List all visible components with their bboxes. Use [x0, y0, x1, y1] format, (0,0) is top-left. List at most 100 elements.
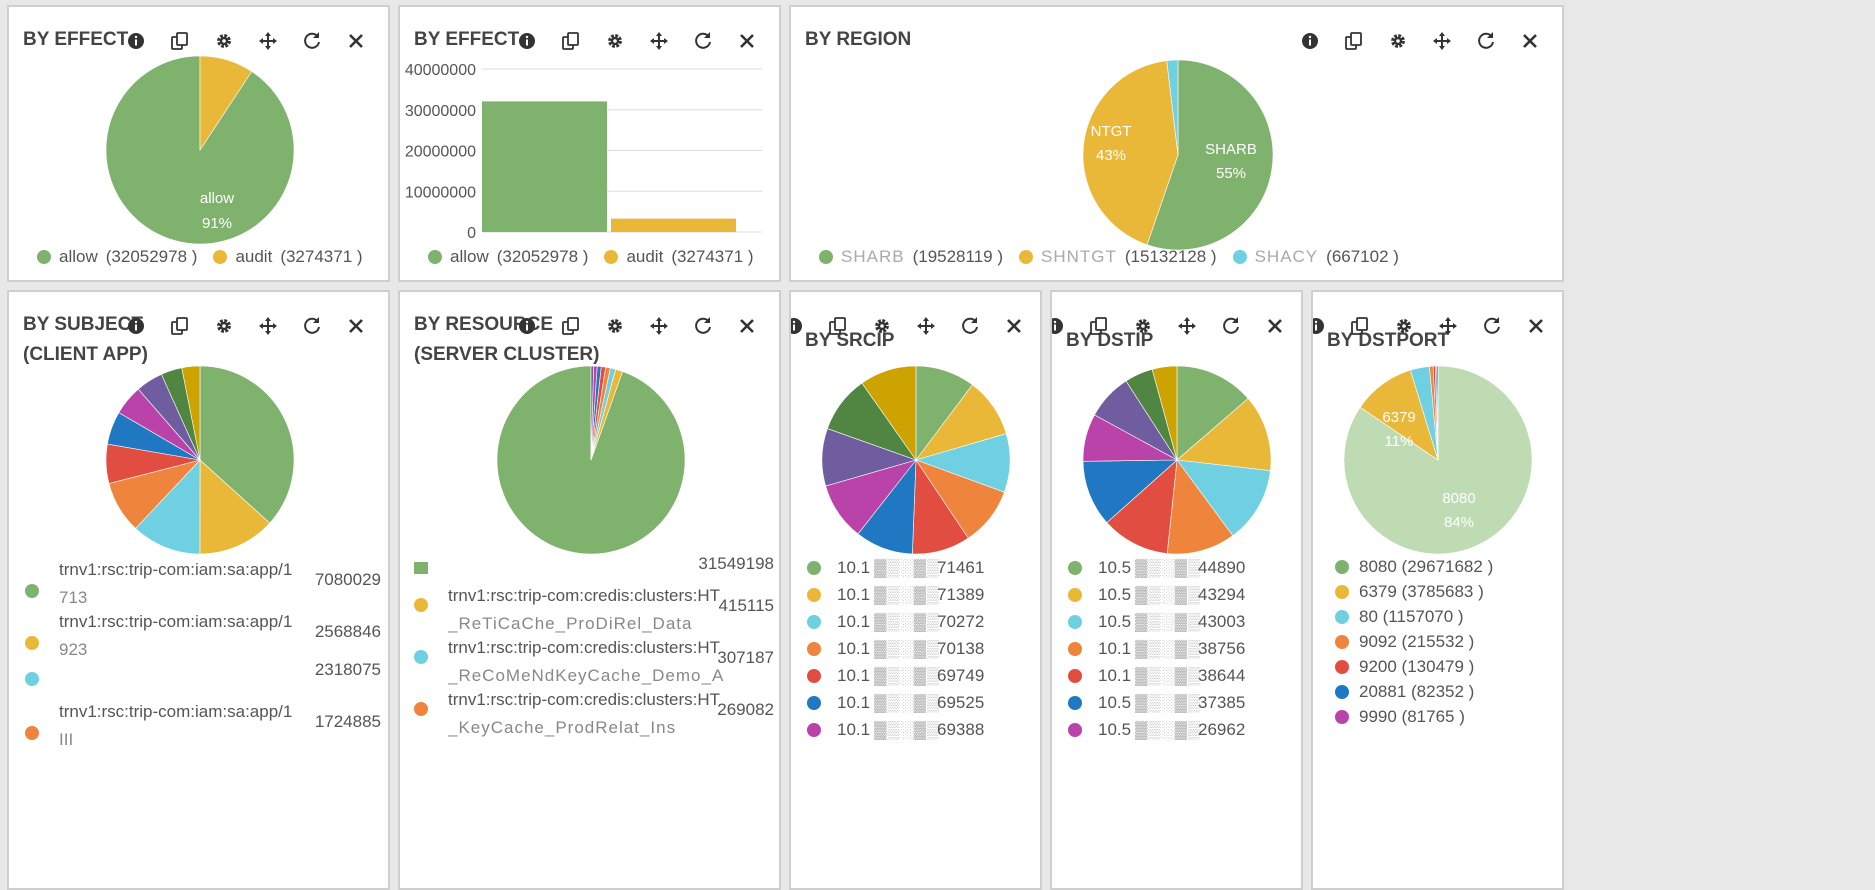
move-button[interactable] [637, 27, 681, 55]
close-button[interactable] [725, 312, 769, 340]
legend-row[interactable]: 10.1 ▓▒░▓▒ 38756 [1068, 635, 1293, 662]
legend-row[interactable]: trnv1:rsc:trip-com:credis:clusters:HT _Re… [414, 582, 774, 634]
dstip-pie-slice-5[interactable] [1082, 459, 1178, 523]
info-button[interactable] [1052, 312, 1077, 340]
subject-pie-slice-0[interactable] [199, 365, 295, 524]
legend-item-region-a[interactable]: SHARB (19528119 ) [819, 247, 1003, 267]
region-pie-slice-1[interactable] [1082, 60, 1179, 246]
move-button[interactable] [904, 312, 948, 340]
legend-row[interactable]: 10.5 ▓▒░▓▒ 43003 [1068, 608, 1293, 635]
info-button[interactable] [1313, 312, 1338, 340]
close-button[interactable] [334, 312, 378, 340]
legend-row[interactable]: 9990 (81765 ) [1335, 704, 1560, 729]
close-button[interactable] [725, 27, 769, 55]
legend-row[interactable]: 6379 (3785683 ) [1335, 579, 1560, 604]
resource-pie-slice-7[interactable] [590, 365, 594, 461]
dstip-pie-slice-1[interactable] [1176, 398, 1272, 471]
legend-row[interactable]: 9200 (130479 ) [1335, 654, 1560, 679]
legend-item-audit[interactable]: audit (3274371 ) [213, 247, 363, 267]
move-button[interactable] [1420, 27, 1464, 55]
duplicate-button[interactable] [1332, 27, 1376, 55]
gear-button[interactable] [593, 27, 637, 55]
duplicate-button[interactable] [549, 312, 593, 340]
gear-button[interactable] [593, 312, 637, 340]
gear-button[interactable] [1382, 312, 1426, 340]
duplicate-button[interactable] [816, 312, 860, 340]
info-button[interactable] [114, 27, 158, 55]
gear-button[interactable] [1376, 27, 1420, 55]
refresh-button[interactable] [290, 27, 334, 55]
info-button[interactable] [114, 312, 158, 340]
legend-row[interactable]: trnv1:rsc:trip-com:credis:clusters:HT _Re… [414, 634, 774, 686]
legend-row[interactable]: 10.1 ▓▒░▓▒ 71461 [807, 554, 1032, 581]
bar-audit[interactable] [611, 218, 736, 232]
legend-row[interactable]: 10.1 ▓▒░▓▒ 71389 [807, 581, 1032, 608]
srcip-pie-slice-9[interactable] [861, 365, 917, 461]
legend-row[interactable]: 10.5 ▓▒░▓▒ 26962 [1068, 716, 1293, 743]
legend-row[interactable]: trnv1:rsc:trip-com:iam:sa:app/1 III 172488… [25, 698, 381, 750]
close-button[interactable] [334, 27, 378, 55]
legend-row[interactable]: 10.1 ▓▒░▓▒ 69525 [807, 689, 1032, 716]
dstip-pie-slice-0[interactable] [1176, 365, 1249, 461]
legend-row[interactable]: 2318075 [25, 660, 381, 698]
refresh-button[interactable] [1209, 312, 1253, 340]
refresh-button[interactable] [681, 27, 725, 55]
subject-pie-slice-1[interactable] [199, 459, 271, 555]
duplicate-button[interactable] [158, 312, 202, 340]
duplicate-button[interactable] [1338, 312, 1382, 340]
close-button[interactable] [1514, 312, 1558, 340]
move-button[interactable] [637, 312, 681, 340]
legend-row[interactable]: 10.1 ▓▒░▓▒ 70272 [807, 608, 1032, 635]
legend-item-region-b[interactable]: SHNTGT (15132128 ) [1019, 247, 1217, 267]
refresh-button[interactable] [1470, 312, 1514, 340]
dstip-pie-slice-9[interactable] [1151, 365, 1178, 461]
duplicate-button[interactable] [1077, 312, 1121, 340]
gear-button[interactable] [202, 312, 246, 340]
legend-row[interactable]: trnv1:rsc:trip-com:credis:clusters:HT _Ke… [414, 686, 774, 738]
close-button[interactable] [1253, 312, 1297, 340]
legend-row[interactable]: trnv1:rsc:trip-com:iam:sa:app/1 923 256884… [25, 608, 381, 660]
effect-pie-slice-1[interactable] [199, 55, 253, 152]
legend-item-allow[interactable]: allow (32052978 ) [37, 247, 197, 267]
bar-allow[interactable] [482, 101, 607, 232]
gear-button[interactable] [202, 27, 246, 55]
legend-row[interactable]: 10.1 ▓▒░▓▒ 70138 [807, 635, 1032, 662]
legend-item-audit[interactable]: audit (3274371 ) [604, 247, 754, 267]
info-button[interactable] [1288, 27, 1332, 55]
move-button[interactable] [246, 27, 290, 55]
legend-row[interactable]: trnv1:rsc:trip-com:iam:sa:app/1 713 708002… [25, 556, 381, 608]
legend-row[interactable]: 9092 (215532 ) [1335, 629, 1560, 654]
legend-row[interactable]: 80 (1157070 ) [1335, 604, 1560, 629]
legend-row[interactable]: 10.1 ▓▒░▓▒ 69388 [807, 716, 1032, 743]
dstip-pie-slice-4[interactable] [1106, 459, 1178, 554]
legend-row[interactable]: 10.5 ▓▒░▓▒ 44890 [1068, 554, 1293, 581]
region-pie-slice-0[interactable] [1146, 59, 1274, 251]
close-button[interactable] [992, 312, 1036, 340]
close-button[interactable] [1508, 27, 1552, 55]
legend-row[interactable]: 10.5 ▓▒░▓▒ 37385 [1068, 689, 1293, 716]
legend-row[interactable]: 8080 (29671682 ) [1335, 554, 1560, 579]
dstip-pie-slice-2[interactable] [1176, 459, 1271, 537]
duplicate-button[interactable] [158, 27, 202, 55]
legend-item-region-c[interactable]: SHACY (667102 ) [1232, 247, 1399, 267]
move-button[interactable] [246, 312, 290, 340]
refresh-button[interactable] [1464, 27, 1508, 55]
legend-item-allow[interactable]: allow (32052978 ) [428, 247, 588, 267]
legend-row[interactable]: 10.1 ▓▒░▓▒ 69749 [807, 662, 1032, 689]
legend-row[interactable]: 10.5 ▓▒░▓▒ 43294 [1068, 581, 1293, 608]
subject-pie-slice-2[interactable] [135, 459, 201, 555]
info-button[interactable] [791, 312, 816, 340]
info-button[interactable] [505, 312, 549, 340]
region-pie-slice-2[interactable] [1166, 59, 1179, 156]
duplicate-button[interactable] [549, 27, 593, 55]
dstport-pie-slice-6[interactable] [1436, 365, 1439, 461]
refresh-button[interactable] [290, 312, 334, 340]
gear-button[interactable] [860, 312, 904, 340]
subject-pie-slice-9[interactable] [181, 365, 201, 461]
dstport-pie-slice-0[interactable] [1343, 365, 1533, 555]
refresh-button[interactable] [681, 312, 725, 340]
legend-row[interactable]: 31549198 [414, 554, 774, 582]
move-button[interactable] [1426, 312, 1470, 340]
info-button[interactable] [505, 27, 549, 55]
dstip-pie-slice-3[interactable] [1166, 459, 1234, 555]
